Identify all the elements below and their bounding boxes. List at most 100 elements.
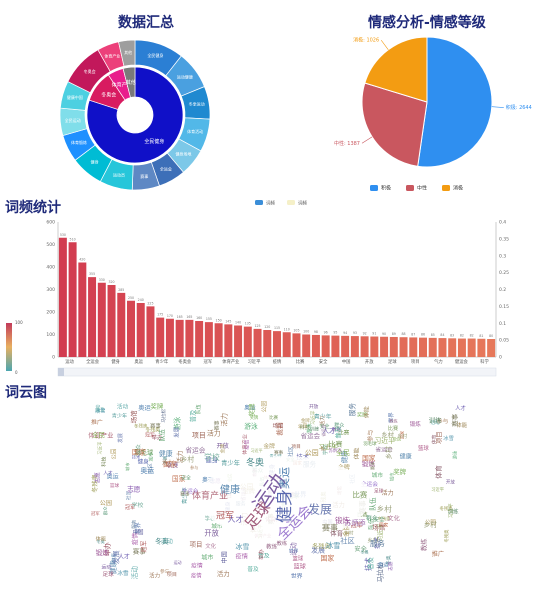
cloud-word-medium: 全民	[336, 448, 350, 457]
bar-value-label: 125	[254, 324, 260, 328]
visual-map-bar[interactable]	[6, 323, 12, 371]
bar[interactable]	[419, 337, 427, 357]
cloud-word: 服务	[130, 519, 137, 528]
cloud-word: 省运会	[375, 445, 393, 453]
bar[interactable]	[224, 324, 233, 357]
bar[interactable]	[438, 338, 447, 357]
legend-label[interactable]: 积极	[381, 185, 391, 192]
cloud-word: 锻炼	[410, 420, 422, 428]
cloud-word: 健康	[339, 450, 348, 463]
bar[interactable]	[243, 326, 252, 357]
legend-swatch[interactable]	[442, 185, 450, 191]
bar[interactable]	[467, 338, 476, 357]
cloud-word-large: 奥运	[277, 467, 291, 489]
bar-value-label: 240	[138, 298, 144, 302]
sunburst-inner-segment[interactable]	[86, 66, 184, 164]
bar[interactable]	[282, 332, 291, 357]
slider-handle[interactable]	[58, 368, 64, 376]
bar[interactable]	[165, 318, 174, 357]
pie-slice-消极[interactable]	[364, 36, 428, 103]
sunburst-inner-segment[interactable]	[122, 66, 136, 98]
bar[interactable]	[78, 262, 87, 358]
bar[interactable]	[292, 333, 301, 357]
bar[interactable]	[146, 306, 155, 357]
bar[interactable]	[234, 325, 243, 358]
bar[interactable]	[477, 338, 486, 357]
bar[interactable]	[204, 322, 213, 357]
cloud-word: 队伍	[367, 518, 375, 530]
bar-legend-label[interactable]: 词频	[266, 200, 275, 207]
cloud-word: 奖牌	[357, 411, 367, 418]
legend-label[interactable]: 中性	[417, 185, 427, 192]
bar-value-label: 80	[489, 334, 493, 338]
bar[interactable]	[195, 321, 204, 357]
cloud-word-medium: 比赛	[353, 491, 368, 500]
bar[interactable]	[360, 336, 369, 357]
bar[interactable]	[127, 300, 135, 357]
pie-slice-中性[interactable]	[361, 82, 428, 167]
bar-value-label: 120	[264, 325, 270, 329]
bar[interactable]	[380, 336, 389, 357]
bar[interactable]	[428, 337, 437, 357]
bar[interactable]	[88, 277, 97, 357]
bar[interactable]	[321, 335, 330, 357]
bar[interactable]	[107, 285, 116, 357]
bar[interactable]	[409, 337, 418, 357]
bar[interactable]	[331, 335, 340, 357]
bar[interactable]	[457, 338, 466, 357]
bar[interactable]	[273, 331, 281, 357]
bar[interactable]	[389, 336, 398, 357]
cloud-word: 活动	[117, 402, 129, 410]
sentiment-title: 情感分析-情感等级	[368, 15, 486, 31]
y2-tick-label: 0.1	[499, 321, 506, 327]
bar[interactable]	[97, 282, 106, 357]
cloud-word: 赛事	[180, 491, 190, 498]
bar[interactable]	[370, 336, 379, 357]
cloud-word: 联赛	[166, 461, 178, 469]
bar[interactable]	[487, 339, 496, 357]
data-zoom-slider[interactable]	[57, 367, 497, 377]
bar[interactable]	[185, 319, 194, 357]
legend-swatch[interactable]	[370, 185, 378, 191]
cloud-word: 活动	[130, 566, 139, 580]
legend-label[interactable]: 消极	[453, 185, 463, 192]
cloud-word-medium: 国家	[163, 459, 177, 468]
bar-value-label: 81	[479, 334, 483, 338]
bar-legend-swatch[interactable]	[287, 200, 295, 205]
bar[interactable]	[58, 237, 67, 357]
bar[interactable]	[136, 303, 145, 357]
legend-swatch[interactable]	[406, 185, 414, 191]
sunburst-inner-label: 体育产业	[112, 81, 132, 88]
bar[interactable]	[263, 330, 272, 357]
cloud-word: 冠军	[91, 511, 100, 517]
bar-legend-swatch[interactable]	[255, 200, 263, 205]
bar[interactable]	[253, 328, 262, 357]
bar[interactable]	[399, 337, 408, 357]
cloud-word: 项目	[291, 444, 300, 450]
cloud-word: 疫情	[191, 562, 203, 570]
cloud-word: 疫情	[244, 440, 251, 450]
bar[interactable]	[156, 317, 165, 357]
cloud-word: 世界	[134, 522, 142, 534]
cloud-word: 冬奥	[155, 537, 169, 546]
cloud-word-medium: 省运会	[301, 431, 321, 440]
bar[interactable]	[341, 335, 350, 357]
bar-value-label: 96	[324, 330, 328, 334]
cloud-word: 比赛	[328, 439, 342, 448]
bar[interactable]	[68, 242, 77, 357]
cloud-word: 人才	[103, 469, 113, 476]
sunburst-outer-segment[interactable]	[118, 39, 136, 67]
pie-slice-积极[interactable]	[417, 36, 493, 168]
cloud-word: 场馆	[372, 522, 386, 531]
bar[interactable]	[117, 292, 126, 357]
bar[interactable]	[350, 336, 359, 357]
bar-legend-label[interactable]: 词频	[298, 200, 307, 207]
bar[interactable]	[175, 319, 184, 357]
cloud-word: 健身	[138, 457, 150, 465]
bar[interactable]	[448, 338, 457, 357]
bar[interactable]	[311, 334, 320, 357]
bar[interactable]	[302, 334, 311, 358]
bar[interactable]	[214, 323, 223, 357]
bar-value-label: 93	[353, 331, 357, 335]
cloud-word: 活动	[161, 538, 173, 546]
